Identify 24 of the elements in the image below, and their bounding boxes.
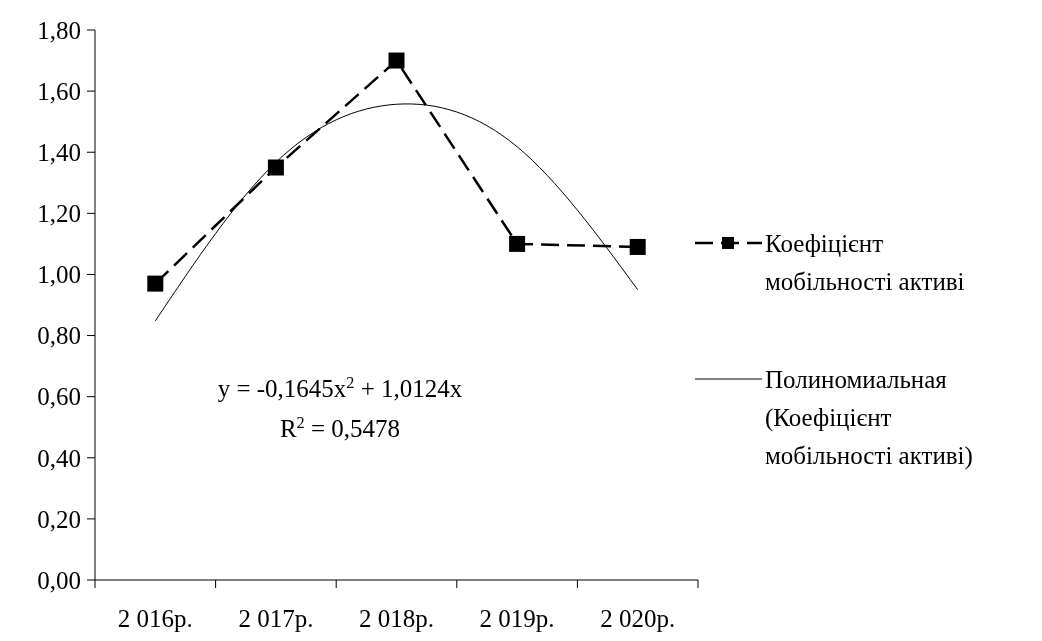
y-tick-label: 0,60: [37, 383, 81, 411]
y-tick-label: 0,80: [37, 322, 81, 350]
point: [629, 238, 646, 255]
y-tick-label: 1,00: [37, 261, 81, 289]
annotation: y = -0,1645x$^{2}$ + 1,0124x: [217, 374, 463, 402]
y-tick-label: 1,40: [37, 138, 81, 166]
legend-label: Полиномиальная (Коефіцієнт мобільності активі): [765, 366, 973, 470]
point: [388, 52, 405, 69]
y-tick-label: 1,80: [37, 16, 81, 44]
annotation: R$^{2}$ = 0,5478: [279, 414, 401, 442]
y-tick-label: 0,20: [37, 505, 81, 533]
legend-label: Коефіцієнт мобільності активі: [765, 230, 965, 295]
y-tick-label: 0,40: [37, 444, 81, 472]
x-tick-label: 2 017р.: [238, 605, 314, 632]
x-tick-label: 2 018р.: [359, 605, 434, 632]
y-tick-label: 1,60: [37, 77, 81, 105]
y-tick-label: 0,00: [37, 566, 81, 594]
x-tick-label: 2 020р.: [600, 605, 676, 632]
point: [509, 235, 526, 252]
x-tick-label: 2 019р.: [479, 605, 555, 632]
point: [267, 159, 284, 176]
x-tick-label: 2 016р.: [117, 605, 193, 632]
y-tick-label: 1,20: [37, 200, 81, 228]
point: [147, 275, 164, 292]
